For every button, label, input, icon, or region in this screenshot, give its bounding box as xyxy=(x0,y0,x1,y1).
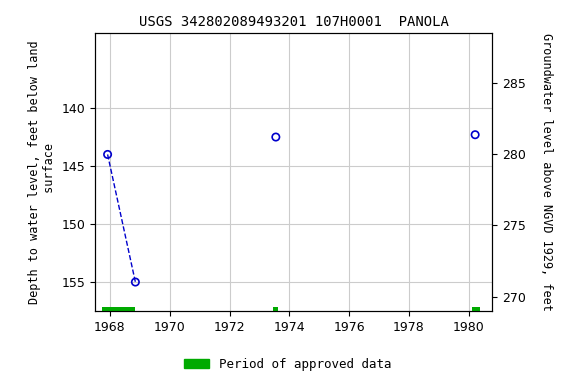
Point xyxy=(271,134,281,140)
Bar xyxy=(472,307,480,311)
Title: USGS 342802089493201 107H0001  PANOLA: USGS 342802089493201 107H0001 PANOLA xyxy=(139,15,449,29)
Bar xyxy=(273,307,278,311)
Point xyxy=(471,132,480,138)
Bar xyxy=(101,307,135,311)
Point xyxy=(131,279,140,285)
Y-axis label: Depth to water level, feet below land
 surface: Depth to water level, feet below land su… xyxy=(28,40,56,304)
Y-axis label: Groundwater level above NGVD 1929, feet: Groundwater level above NGVD 1929, feet xyxy=(540,33,553,311)
Point xyxy=(103,151,112,157)
Legend: Period of approved data: Period of approved data xyxy=(179,353,397,376)
